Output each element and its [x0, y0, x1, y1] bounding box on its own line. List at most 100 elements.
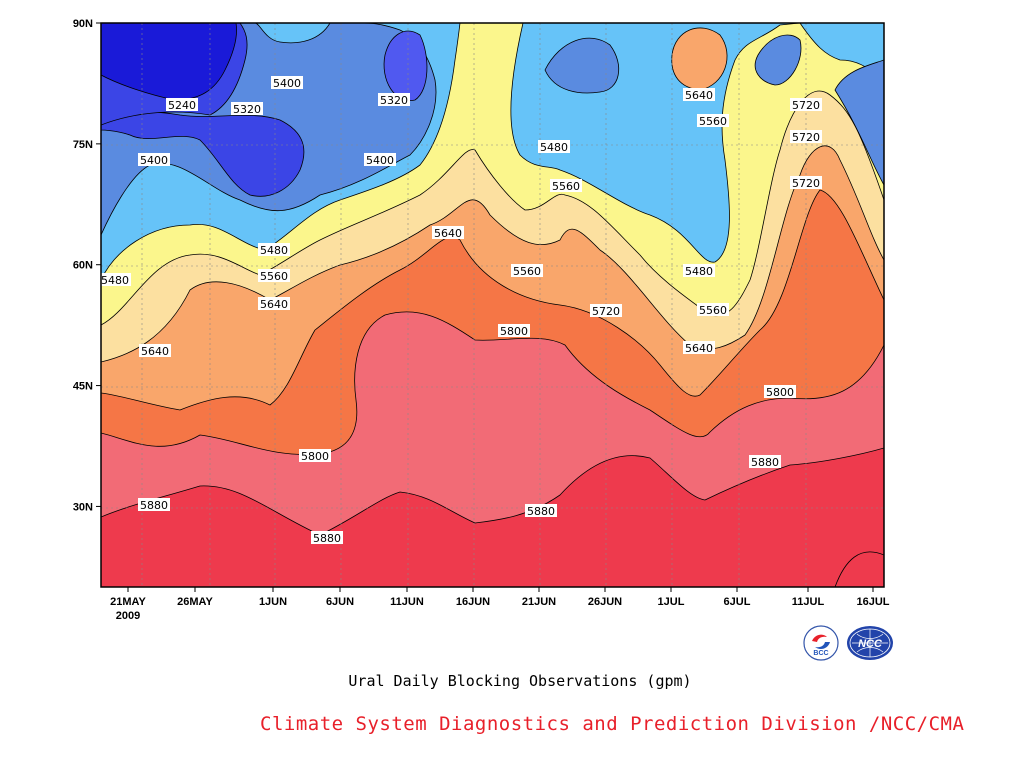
svg-text:5640: 5640	[685, 89, 713, 102]
svg-text:5320: 5320	[380, 94, 408, 107]
plot-frame	[100, 22, 885, 588]
blob-5400-top	[544, 37, 619, 94]
contour-label: 5240	[166, 98, 198, 112]
contour-label: 5560	[258, 269, 290, 283]
x-tick-label: 6JUL	[724, 596, 751, 608]
contour-label: 5720	[790, 98, 822, 112]
svg-text:5560: 5560	[260, 270, 288, 283]
contour-label: 5480	[258, 243, 290, 257]
svg-text:5640: 5640	[685, 342, 713, 355]
contour-label: 5720	[790, 176, 822, 190]
credit-line: Climate System Diagnostics and Predictio…	[260, 713, 965, 735]
contour-label: 5880	[138, 498, 170, 512]
x-tick-label: 1JUN	[259, 596, 287, 608]
svg-text:5800: 5800	[766, 386, 794, 399]
bcc-logo: BCC	[803, 625, 839, 661]
contour-label: 5880	[525, 504, 557, 518]
svg-text:5720: 5720	[792, 99, 820, 112]
x-tick-label: 26MAY	[177, 596, 213, 608]
svg-text:5720: 5720	[792, 131, 820, 144]
contour-label: 5560	[697, 303, 729, 317]
svg-text:5480: 5480	[685, 265, 713, 278]
contour-label: 5800	[498, 324, 530, 338]
svg-text:5880: 5880	[140, 499, 168, 512]
contour-label: 5400	[364, 153, 396, 167]
contour-label: 5560	[550, 179, 582, 193]
grid	[101, 23, 884, 587]
svg-text:5560: 5560	[699, 115, 727, 128]
y-tick-label: 45N	[73, 381, 93, 393]
svg-text:5560: 5560	[552, 180, 580, 193]
band-below-5240	[101, 23, 237, 101]
svg-text:5640: 5640	[260, 298, 288, 311]
contour-label: 5880	[311, 531, 343, 545]
contour-label: 5560	[511, 264, 543, 278]
x-tick-label: 1JUL	[658, 596, 685, 608]
contour-label: 5800	[299, 449, 331, 463]
x-tick-label: 26JUN	[588, 596, 622, 608]
svg-text:5720: 5720	[792, 177, 820, 190]
svg-text:5560: 5560	[699, 304, 727, 317]
svg-text:5480: 5480	[260, 244, 288, 257]
svg-text:5880: 5880	[751, 456, 779, 469]
contour-label: 5480	[683, 264, 715, 278]
svg-text:5400: 5400	[140, 154, 168, 167]
svg-text:5240: 5240	[168, 99, 196, 112]
contour-label: 5320	[378, 93, 410, 107]
y-tick-label: 30N	[73, 501, 93, 513]
x-tick-year: 2009	[116, 610, 140, 622]
x-tick-label: 16JUN	[456, 596, 490, 608]
svg-text:5720: 5720	[592, 305, 620, 318]
y-axis-ticks: 30N 45N 60N 75N 90N	[73, 18, 101, 513]
x-tick-label: 6JUN	[326, 596, 354, 608]
band-5320	[101, 23, 305, 197]
svg-text:5400: 5400	[273, 77, 301, 90]
contour-label: 5640	[258, 297, 290, 311]
svg-text:5560: 5560	[513, 265, 541, 278]
blob-5320	[383, 30, 428, 101]
svg-text:5640: 5640	[434, 227, 462, 240]
y-tick-label: 90N	[73, 18, 93, 30]
contour-label: 5640	[139, 344, 171, 358]
svg-text:5640: 5640	[141, 345, 169, 358]
chart-caption: Ural Daily Blocking Observations (gpm)	[348, 672, 692, 690]
contour-label: 5400	[138, 153, 170, 167]
contour-fill-layers	[101, 23, 884, 587]
logos: BCC NCC	[803, 625, 893, 661]
x-tick-label: 11JUN	[390, 596, 424, 608]
contour-label: 5640	[683, 341, 715, 355]
svg-text:5800: 5800	[500, 325, 528, 338]
contour-label: 5640	[683, 88, 715, 102]
ncc-logo-text: NCC	[858, 638, 883, 650]
contour-label: 5880	[749, 455, 781, 469]
bcc-logo-text: BCC	[813, 650, 828, 657]
svg-text:5480: 5480	[101, 274, 129, 287]
contour-label: 5480	[99, 273, 131, 287]
contour-label: 5800	[764, 385, 796, 399]
y-tick-label: 60N	[73, 260, 93, 272]
svg-text:5480: 5480	[540, 141, 568, 154]
contour-label: 5720	[790, 130, 822, 144]
contour-label: 5320	[231, 102, 263, 116]
contour-labels: 5240 5320 5400 5320 5400 5400 5480 5560 5640 5560…	[99, 76, 822, 545]
x-tick-label: 11JUL	[792, 596, 825, 608]
svg-text:5880: 5880	[527, 505, 555, 518]
svg-text:5320: 5320	[233, 103, 261, 116]
x-axis-ticks: 21MAY 26MAY 1JUN 6JUN 11JUN 16JUN 21JUN 26JUN 1J…	[110, 587, 890, 622]
blob-5400-tr	[754, 34, 802, 86]
svg-text:5880: 5880	[313, 532, 341, 545]
x-tick-label: 21MAY	[110, 596, 146, 608]
svg-text:5400: 5400	[366, 154, 394, 167]
contour-label: 5720	[590, 304, 622, 318]
x-tick-label: 16JUL	[856, 596, 889, 608]
x-tick-label: 21JUN	[522, 596, 556, 608]
svg-text:5800: 5800	[301, 450, 329, 463]
contour-label: 5480	[538, 140, 570, 154]
y-tick-label: 75N	[73, 139, 93, 151]
ncc-logo: NCC	[847, 626, 893, 660]
contour-label: 5640	[432, 226, 464, 240]
blob-5640-orange	[671, 27, 728, 91]
contour-label: 5400	[271, 76, 303, 90]
contour-label: 5560	[697, 114, 729, 128]
